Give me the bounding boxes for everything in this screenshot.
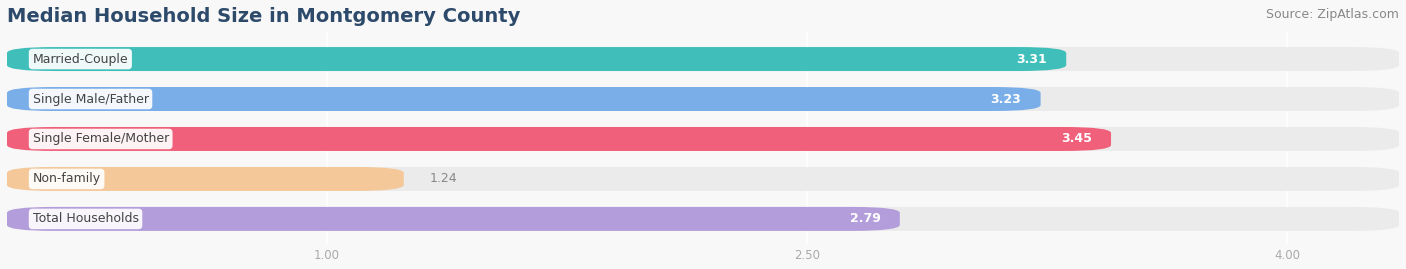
Text: 3.45: 3.45 <box>1062 132 1092 146</box>
Text: Single Male/Father: Single Male/Father <box>32 93 149 105</box>
FancyBboxPatch shape <box>7 87 1040 111</box>
Text: Single Female/Mother: Single Female/Mother <box>32 132 169 146</box>
FancyBboxPatch shape <box>7 87 1399 111</box>
FancyBboxPatch shape <box>7 127 1399 151</box>
Text: Married-Couple: Married-Couple <box>32 52 128 66</box>
FancyBboxPatch shape <box>7 207 1399 231</box>
FancyBboxPatch shape <box>7 207 900 231</box>
Text: 1.24: 1.24 <box>429 172 457 185</box>
Text: Non-family: Non-family <box>32 172 101 185</box>
FancyBboxPatch shape <box>7 47 1399 71</box>
Text: 2.79: 2.79 <box>849 213 880 225</box>
FancyBboxPatch shape <box>7 47 1066 71</box>
Text: 3.31: 3.31 <box>1017 52 1047 66</box>
Text: Median Household Size in Montgomery County: Median Household Size in Montgomery Coun… <box>7 7 520 26</box>
FancyBboxPatch shape <box>7 127 1111 151</box>
FancyBboxPatch shape <box>7 167 404 191</box>
Text: Total Households: Total Households <box>32 213 139 225</box>
Text: Source: ZipAtlas.com: Source: ZipAtlas.com <box>1265 8 1399 21</box>
Text: 3.23: 3.23 <box>991 93 1021 105</box>
FancyBboxPatch shape <box>7 167 1399 191</box>
